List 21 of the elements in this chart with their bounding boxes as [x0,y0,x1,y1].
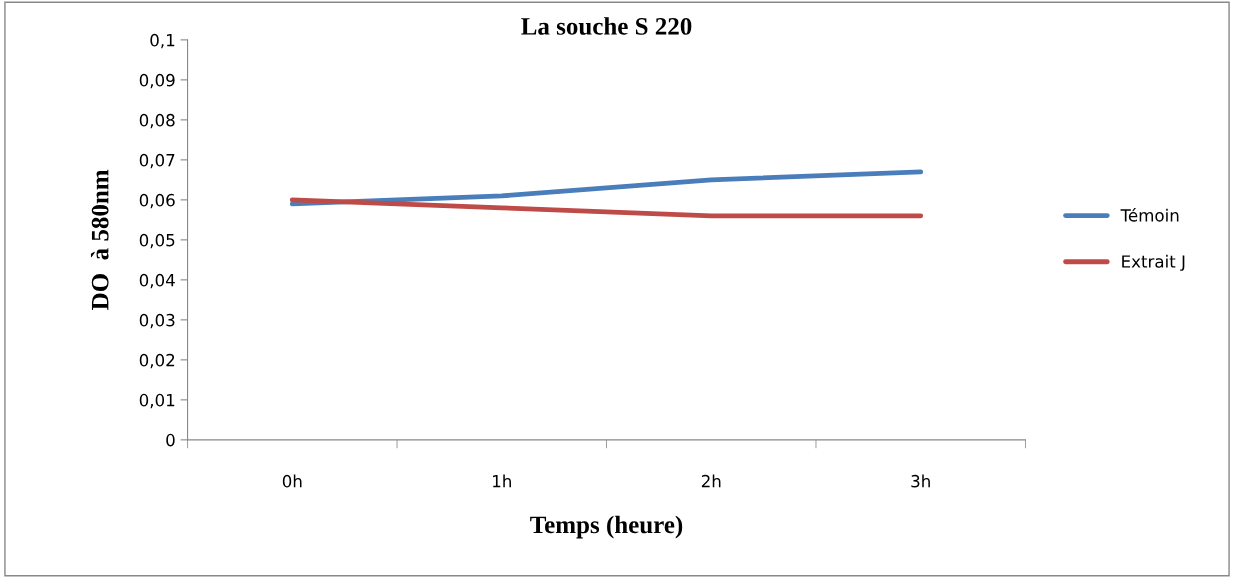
x-tick-label: 3h [911,474,930,488]
y-tick-label: 0 [166,433,175,447]
x-tick-label: 0h [282,474,302,488]
y-axis-title: DO à 580nm [90,169,109,310]
x-axis-title: Temps (heure) [530,515,683,539]
y-tick-label: 0,01 [139,393,175,409]
y-tick-label: 0,06 [139,193,175,209]
y-tick-label: 0,08 [139,113,175,129]
y-tick-label: 0,09 [139,73,175,89]
y-tick-label: 0,02 [139,353,175,369]
chart-title: La souche S 220 [521,17,692,35]
y-tick-label: 0,05 [139,233,175,249]
y-tick-label: 0,1 [150,33,175,49]
legend-label: Extrait J [1122,254,1185,271]
line-series [289,169,924,207]
y-tick-label: 0,03 [139,313,175,329]
y-tick-label: 0,07 [139,153,175,169]
legend-label: Témoin [1120,208,1179,222]
y-tick-label: 0,04 [139,273,175,289]
x-tick-label: 2h [701,474,721,488]
x-tick-label: 1h [493,474,511,488]
